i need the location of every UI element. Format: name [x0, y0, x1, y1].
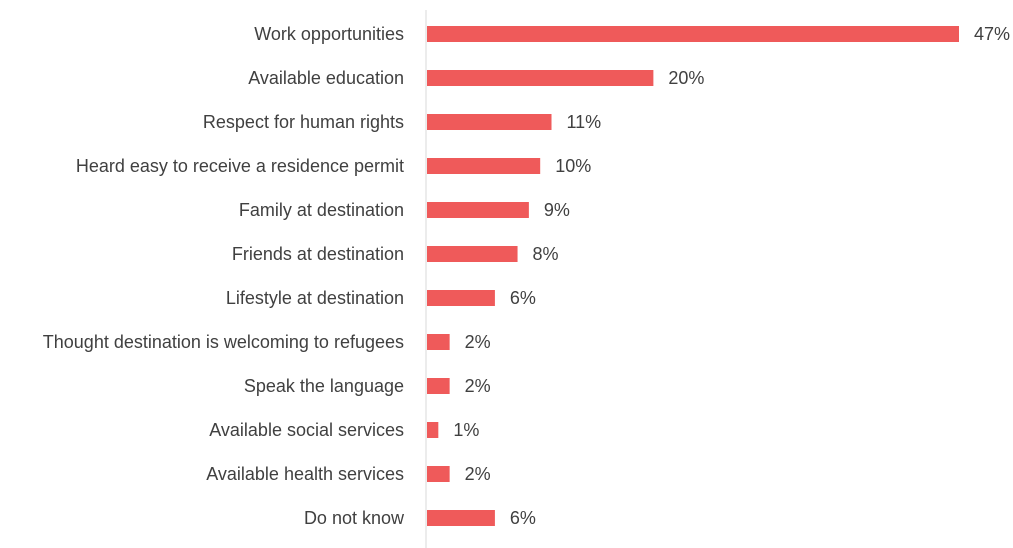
bar-row: Lifestyle at destination 6%	[226, 288, 536, 308]
category-label: Work opportunities	[254, 24, 404, 44]
value-label: 20%	[668, 68, 704, 88]
value-label: 8%	[533, 244, 559, 264]
category-label: Available education	[248, 68, 404, 88]
value-label: 11%	[567, 112, 602, 132]
value-label: 6%	[510, 288, 536, 308]
category-label: Do not know	[304, 508, 405, 528]
bar	[427, 378, 450, 394]
bar	[427, 26, 959, 42]
value-label: 6%	[510, 508, 536, 528]
bar-row: Available social services 1%	[209, 420, 479, 440]
bar	[427, 422, 439, 438]
bar	[427, 246, 518, 262]
category-label: Available health services	[206, 464, 404, 484]
value-label: 2%	[465, 332, 491, 352]
bars-group: Work opportunities 47% Available education…	[43, 24, 1010, 528]
bar	[427, 466, 450, 482]
bar-row: Speak the language 2%	[244, 376, 491, 396]
category-label: Friends at destination	[232, 244, 404, 264]
bar-row: Respect for human rights 11%	[203, 112, 601, 132]
bar	[427, 290, 495, 306]
category-label: Lifestyle at destination	[226, 288, 404, 308]
category-label: Heard easy to receive a residence permit	[76, 156, 404, 176]
value-label: 2%	[465, 376, 491, 396]
bar-row: Friends at destination 8%	[232, 244, 559, 264]
bar-row: Heard easy to receive a residence permit…	[76, 156, 591, 176]
category-label: Thought destination is welcoming to refu…	[43, 332, 404, 352]
value-label: 47%	[974, 24, 1010, 44]
value-label: 2%	[465, 464, 491, 484]
category-label: Respect for human rights	[203, 112, 404, 132]
value-label: 10%	[555, 156, 591, 176]
bar	[427, 334, 450, 350]
bar-row: Available health services 2%	[206, 464, 490, 484]
bar	[427, 510, 495, 526]
bar-row: Family at destination 9%	[239, 200, 570, 220]
bar-row: Do not know 6%	[304, 508, 536, 528]
bar-row: Work opportunities 47%	[254, 24, 1010, 44]
bar	[427, 202, 529, 218]
bar	[427, 158, 541, 174]
bar	[427, 70, 654, 86]
bar-row: Available education 20%	[248, 68, 704, 88]
bar	[427, 114, 552, 130]
category-label: Available social services	[209, 420, 404, 440]
bar-row: Thought destination is welcoming to refu…	[43, 332, 491, 352]
category-label: Family at destination	[239, 200, 404, 220]
category-label: Speak the language	[244, 376, 404, 396]
value-label: 9%	[544, 200, 570, 220]
value-label: 1%	[453, 420, 479, 440]
